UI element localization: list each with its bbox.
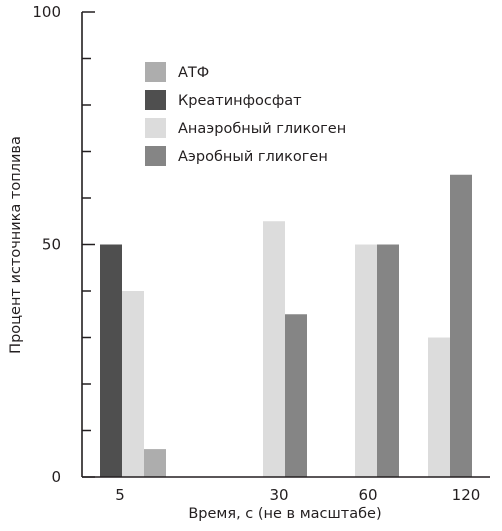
bar-анаэробный-гликоген-60	[355, 244, 377, 477]
x-axis-title: Время, с (не в масштабе)	[188, 506, 381, 522]
x-tick-label-5: 5	[115, 486, 125, 504]
legend-label-аэробный-гликоген: Аэробный гликоген	[178, 149, 328, 165]
x-tick-label-30: 30	[269, 486, 288, 504]
bar-креатинфосфат-5	[100, 244, 122, 477]
bar-анаэробный-гликоген-30	[263, 221, 285, 477]
y-tick-label-0: 0	[51, 468, 61, 486]
bar-аэробный-гликоген-120	[450, 174, 472, 477]
legend-swatch-анаэробный-гликоген	[145, 118, 166, 138]
legend-label-анаэробный-гликоген: Анаэробный гликоген	[178, 121, 346, 137]
y-tick-label-100: 100	[32, 3, 61, 21]
bar-аэробный-гликоген-30	[285, 314, 307, 477]
x-tick-label-60: 60	[358, 486, 377, 504]
legend-label-атф: АТФ	[178, 65, 209, 81]
legend: АТФ Креатинфосфат Анаэробный гликоген Аэроб…	[145, 62, 346, 166]
legend-swatch-аэробный-гликоген	[145, 146, 166, 166]
y-ticks: 0 50 100	[32, 3, 95, 486]
legend-swatch-атф	[145, 62, 166, 82]
y-tick-label-50: 50	[42, 236, 61, 254]
x-ticks: 5 30 60 120	[115, 486, 480, 504]
bar-анаэробный-гликоген-5	[122, 291, 144, 477]
y-axis-title: Процент источника топлива	[8, 136, 24, 354]
legend-swatch-креатинфосфат	[145, 90, 166, 110]
legend-label-креатинфосфат: Креатинфосфат	[178, 93, 302, 109]
x-tick-label-120: 120	[452, 486, 481, 504]
bars-group	[100, 174, 472, 477]
bar-аэробный-гликоген-60	[377, 244, 399, 477]
bar-анаэробный-гликоген-120	[428, 337, 450, 477]
bar-атф-5	[144, 449, 166, 477]
